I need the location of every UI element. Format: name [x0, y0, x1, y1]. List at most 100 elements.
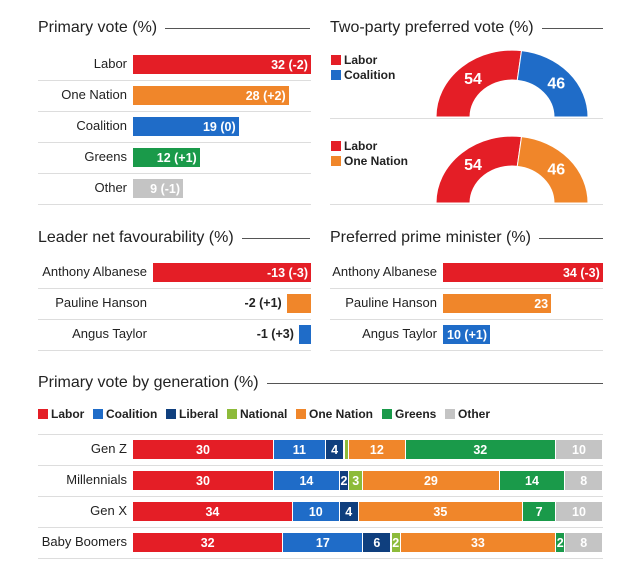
stacked-segment: 10	[556, 440, 603, 459]
bar-value: -2 (+1)	[244, 296, 282, 310]
stacked-segment: 17	[283, 533, 364, 552]
legend-label: One Nation	[344, 154, 409, 168]
legend-swatch	[445, 409, 455, 419]
row-rule	[38, 319, 311, 320]
section-title: Preferred prime minister (%)	[330, 229, 603, 247]
legend-label: Other	[458, 407, 491, 421]
row-rule	[38, 350, 311, 351]
stacked-segment: 2	[339, 471, 350, 490]
bar-label: Labor	[93, 56, 127, 71]
bar-label: Other	[94, 180, 127, 195]
bar: 9 (-1)	[133, 179, 184, 198]
stacked-segment: 32	[133, 533, 284, 552]
stacked-segment: 34	[133, 502, 293, 521]
bar-label: One Nation	[61, 87, 127, 102]
bar: 34 (-3)	[443, 263, 603, 282]
legend-swatch	[93, 409, 103, 419]
stacked-segment: 7	[523, 502, 556, 521]
donut-slice	[516, 136, 589, 204]
leader-name: Angus Taylor	[72, 326, 147, 341]
stacked-segment: 11	[274, 440, 326, 459]
stacked-segment: 8	[565, 533, 603, 552]
stacked-segment: 30	[133, 471, 274, 490]
legend-swatch	[227, 409, 237, 419]
legend-label: Coalition	[344, 68, 396, 82]
slice-label: 46	[547, 162, 565, 179]
bar: 23	[443, 294, 552, 313]
legend-label: Liberal	[179, 407, 219, 421]
legend-item: Coalition	[331, 68, 395, 82]
baseline	[330, 118, 603, 119]
generation-label: Millennials	[66, 472, 127, 487]
bar-label: Coalition	[76, 118, 127, 133]
section-title-text: Primary vote (%)	[38, 19, 158, 36]
stacked-segment: 2	[391, 533, 401, 552]
legend-label: Greens	[395, 407, 437, 421]
title-rule	[266, 382, 603, 384]
legend-swatch	[38, 409, 48, 419]
legend-item: Greens	[382, 407, 436, 421]
row-rule	[38, 527, 603, 528]
leader-name: Anthony Albanese	[332, 264, 437, 279]
row-rule	[330, 350, 603, 351]
legend-swatch	[331, 70, 341, 80]
legend-item: Labor	[38, 407, 84, 421]
stacked-segment: 14	[499, 471, 566, 490]
stacked-segment: 8	[565, 471, 603, 490]
stacked-segment: 3	[349, 471, 364, 490]
section-title: Leader net favourability (%)	[38, 229, 310, 247]
bar: 12 (+1)	[133, 148, 200, 167]
row-rule	[330, 319, 603, 320]
stacked-segment: 29	[363, 471, 500, 490]
legend-swatch	[331, 141, 341, 151]
generation-label: Gen X	[90, 503, 127, 518]
row-rule	[38, 558, 603, 559]
row-rule	[38, 111, 311, 112]
legend-label: Labor	[344, 139, 378, 153]
bar	[298, 325, 311, 344]
title-rule	[541, 27, 603, 29]
legend-swatch	[166, 409, 176, 419]
slice-label: 54	[464, 71, 482, 88]
stacked-segment: 14	[274, 471, 340, 490]
row-rule	[38, 142, 311, 143]
row-rule	[38, 204, 311, 205]
legend-swatch	[331, 55, 341, 65]
leader-name: Angus Taylor	[362, 326, 437, 341]
bar: -13 (-3)	[153, 263, 311, 282]
legend-item: Labor	[331, 139, 377, 153]
bar	[286, 294, 311, 313]
legend-item: One Nation	[331, 154, 408, 168]
row-rule	[330, 288, 603, 289]
generation-label: Baby Boomers	[41, 534, 127, 549]
legend-label: Labor	[51, 407, 85, 421]
legend-label: Labor	[344, 53, 378, 67]
section-title: Primary vote by generation (%)	[38, 374, 603, 392]
legend-label: One Nation	[309, 407, 374, 421]
half-donut: 54 46	[435, 49, 589, 118]
stacked-segment: 32	[405, 440, 556, 459]
section-title-text: Two-party preferred vote (%)	[330, 19, 534, 36]
donut-slice	[516, 50, 589, 118]
stacked-segment: 30	[133, 440, 274, 459]
baseline	[330, 204, 603, 205]
row-rule	[38, 288, 311, 289]
row-rule	[38, 496, 603, 497]
stacked-segment: 2	[556, 533, 566, 552]
stacked-segment: 35	[358, 502, 524, 521]
stacked-segment: 4	[339, 502, 359, 521]
leader-name: Pauline Hanson	[345, 295, 437, 310]
bar: 28 (+2)	[133, 86, 289, 105]
legend-swatch	[296, 409, 306, 419]
legend-item: Other	[445, 407, 490, 421]
bar: 10 (+1)	[443, 325, 490, 344]
stacked-segment: 4	[325, 440, 345, 459]
stacked-segment	[344, 440, 350, 459]
stacked-segment: 10	[556, 502, 603, 521]
bar-value: -1 (+3)	[256, 327, 294, 341]
half-donut: 54 46	[435, 135, 589, 204]
row-rule	[38, 465, 603, 466]
title-rule	[165, 27, 311, 29]
leader-name: Anthony Albanese	[42, 264, 147, 279]
